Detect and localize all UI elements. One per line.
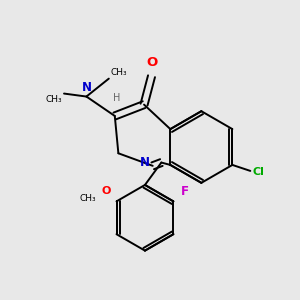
- Text: Cl: Cl: [253, 167, 265, 177]
- Text: O: O: [146, 56, 157, 69]
- Text: H: H: [112, 93, 120, 103]
- Text: CH₃: CH₃: [80, 194, 96, 203]
- Text: F: F: [181, 185, 189, 198]
- Text: N: N: [81, 81, 92, 94]
- Text: O: O: [102, 186, 111, 196]
- Text: CH₃: CH₃: [110, 68, 127, 77]
- Text: N: N: [140, 156, 150, 169]
- Text: CH₃: CH₃: [46, 95, 62, 104]
